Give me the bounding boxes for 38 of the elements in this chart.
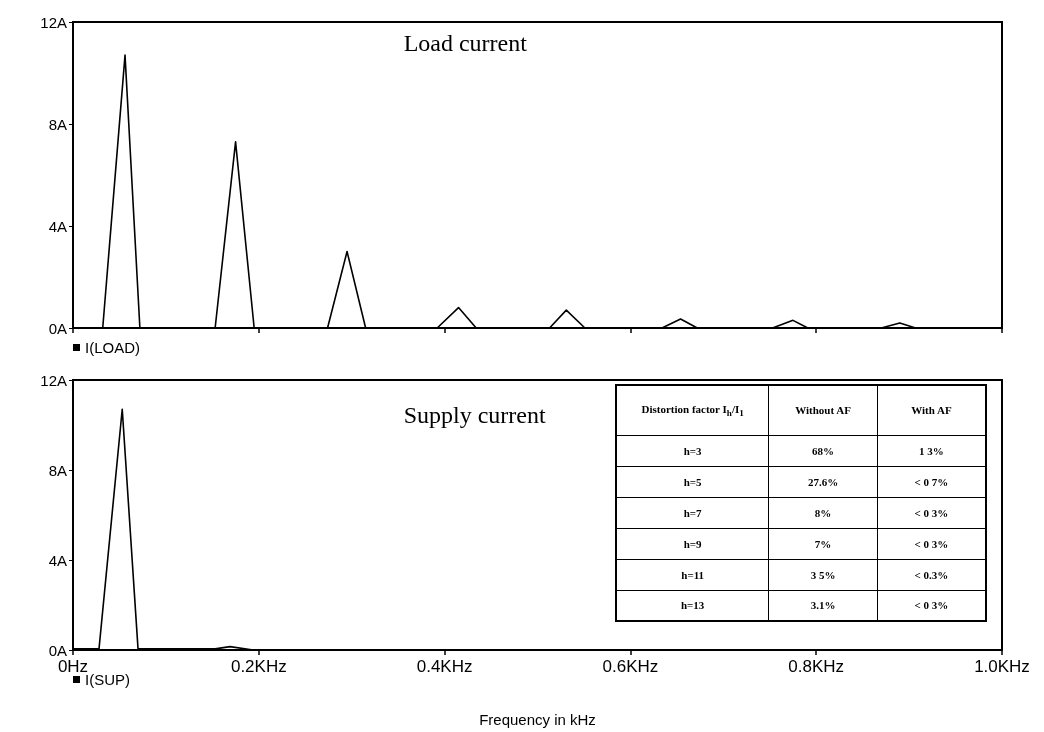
annotation: Without AF [768,385,878,435]
annotation: With AF [877,385,986,435]
annotation: h=3 [616,435,769,466]
annotation: 68% [768,435,878,466]
y-tick-label: 0A [48,641,67,659]
annotation: < 0 3% [877,528,986,559]
y-tick-label: 8A [48,461,67,479]
annotation: 3.1% [768,590,878,621]
x-tick-label: 1.0KHz [974,657,1030,676]
annotation: < 0.3% [877,559,986,590]
annotation: < 0 3% [877,497,986,528]
x-tick-label: 0.2KHz [230,657,287,676]
annotation: 1 3% [877,435,986,466]
annotation: 27.6% [768,466,878,497]
annotation: h=9 [616,528,769,559]
annotation: h=7 [616,497,769,528]
x-axis-title: Frequency in kHz [479,711,596,728]
x-tick-label: 0.8KHz [788,657,845,676]
x-tick-label: 0.6KHz [602,657,659,676]
annotation: 3 5% [768,559,878,590]
x-tick-label: 0.4KHz [416,657,473,676]
legend-label: I(LOAD) [85,339,141,356]
y-tick-label: 12A [40,13,67,31]
text: Supply current [403,402,546,428]
chart-title: Load current [403,30,528,56]
y-tick-label: 0A [48,319,67,337]
annotation: h=13 [616,590,769,621]
annotation: < 0 3% [877,590,986,621]
y-tick-label: 12A [40,371,67,389]
y-tick-label: 4A [48,217,67,235]
annotation: h=5 [616,466,769,497]
annotation: Distortion factor I$_{h}$/I$_{1}$ [616,385,769,435]
y-tick-label: 4A [48,551,67,569]
annotation: h=11 [616,559,769,590]
annotation: < 0 7% [877,466,986,497]
y-tick-label: 8A [48,115,67,133]
annotation: 8% [768,497,878,528]
annotation: 7% [768,528,878,559]
